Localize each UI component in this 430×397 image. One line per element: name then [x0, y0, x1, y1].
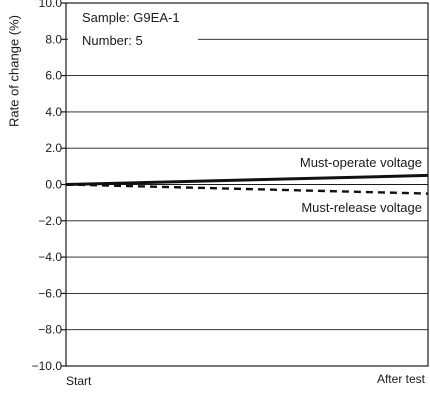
must-operate-label: Must-operate voltage: [300, 155, 422, 170]
info-box-background: [68, 6, 198, 52]
y-axis-label: Rate of change (%): [7, 15, 22, 127]
number-label: Number: 5: [82, 33, 143, 48]
series-lines: [65, 173, 429, 195]
must-release-label: Must-release voltage: [301, 200, 422, 215]
y-tick-label-neg-2-0: −2.0: [38, 214, 62, 228]
y-tick-label-0-0: 0.0: [45, 178, 62, 192]
y-tick-label-2-0: 2.0: [45, 141, 62, 155]
y-tick-label-neg-8-0: −8.0: [38, 323, 62, 337]
must-release-voltage-line: [65, 183, 429, 195]
y-tick-label-10-0: 10.0: [39, 0, 63, 10]
y-tick-label-neg-10-0: −10.0: [32, 359, 63, 373]
y-tick-label-6-0: 6.0: [45, 69, 62, 83]
must-operate-voltage-line: [65, 173, 429, 186]
sample-label: Sample: G9EA-1: [82, 10, 180, 25]
must-release-label-background: [268, 197, 426, 216]
y-axis-ticks: 10.0 8.0 6.0 4.0 2.0 0.0 −2.0 −4.0 −6.0 −8.0 −10.0: [32, 0, 66, 373]
y-tick-label-neg-4-0: −4.0: [38, 250, 62, 264]
x-tick-label-start: Start: [66, 374, 92, 388]
grid-lines: [66, 38, 428, 331]
y-tick-label-8-0: 8.0: [45, 32, 62, 46]
must-operate-label-background: [262, 152, 426, 171]
y-tick-label-4-0: 4.0: [45, 105, 62, 119]
y-tick-label-neg-6-0: −6.0: [38, 286, 62, 300]
x-tick-label-after-test: After test: [377, 372, 426, 386]
